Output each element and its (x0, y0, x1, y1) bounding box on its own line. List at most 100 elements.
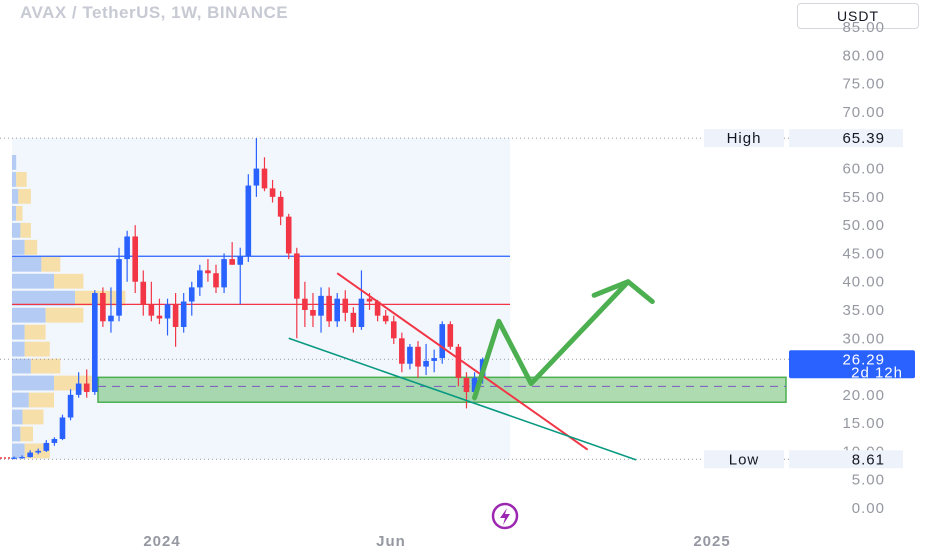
candle-up (124, 230, 130, 282)
high-tag-label-bg (704, 129, 784, 148)
volume-bar-down (18, 188, 31, 204)
candle-up (245, 174, 252, 262)
volume-bar-down (20, 426, 33, 442)
candle-down (342, 290, 349, 322)
y-tick-label: 30.00 (842, 330, 885, 347)
candle-up (180, 293, 187, 333)
candle-body (92, 293, 98, 393)
volume-bar-up (12, 155, 17, 170)
candle-body (67, 394, 74, 418)
candle-down (415, 341, 421, 378)
candle-up (75, 372, 82, 398)
candle-body (140, 281, 147, 305)
candle-body (382, 315, 389, 322)
candle-down (390, 315, 397, 344)
candle-up (334, 293, 340, 327)
x-tick-label: Jun (376, 533, 406, 550)
candle-body (334, 298, 340, 322)
candle-up (164, 298, 171, 336)
candle-body (294, 253, 300, 299)
flash-icon[interactable] (491, 502, 519, 530)
candle-up (27, 450, 33, 458)
candle-down (326, 287, 332, 327)
candle-up (237, 247, 244, 305)
projection-arrow (472, 279, 631, 401)
y-tick-label: 70.00 (842, 104, 885, 121)
candle-body (285, 216, 292, 254)
candle-down (100, 287, 106, 327)
currency-button[interactable]: USDT (797, 3, 919, 29)
candle-down (261, 157, 268, 192)
volume-bar-down (16, 171, 27, 187)
candle-body (326, 295, 332, 322)
candle-body (447, 324, 454, 347)
volume-bar-down (24, 239, 38, 255)
low-tag-value: 8.61 (852, 451, 885, 468)
candle-body (415, 346, 421, 367)
candle-up (116, 247, 122, 322)
candle-down (382, 310, 389, 325)
volume-bar-down (22, 409, 44, 425)
volume-bar-up (12, 375, 54, 391)
volume-bar-down (30, 358, 61, 374)
volume-bar-up (12, 188, 19, 204)
volume-bar-down (16, 205, 23, 221)
support-trendline (288, 337, 637, 461)
candle-body (197, 270, 203, 288)
candle-down (132, 225, 138, 294)
volume-bar-down (20, 222, 31, 238)
candle-up (43, 440, 50, 452)
x-axis: 2024 Jun 2025 (143, 533, 730, 550)
candle-down (205, 259, 211, 282)
y-tick-label: 75.00 (842, 76, 885, 93)
candle-up (431, 349, 437, 373)
candle-body (27, 452, 33, 458)
high-tag-label: High (727, 130, 762, 147)
y-tick-label: 60.00 (842, 161, 885, 178)
x-tick-label: 2025 (693, 533, 730, 550)
candle-down (447, 321, 454, 350)
candle-body (439, 324, 446, 359)
volume-bar-up (12, 256, 42, 272)
candle-body (75, 383, 82, 395)
y-tick-label: 5.00 (852, 472, 885, 489)
candle-down (269, 179, 276, 203)
candle-down (310, 293, 316, 327)
candle-body (124, 236, 130, 260)
candle-body (148, 304, 155, 316)
y-tick-label: 15.00 (842, 415, 885, 432)
candle-body (269, 188, 276, 197)
low-tag: Low 8.61 (704, 450, 903, 469)
candle-body (221, 259, 227, 288)
candle-body (358, 298, 365, 327)
candle-up (439, 321, 446, 364)
candle-body (116, 259, 122, 316)
volume-bar-down (45, 307, 84, 323)
candle-down (83, 369, 90, 398)
volume-bar-down (54, 273, 84, 289)
volume-bar-up (12, 341, 25, 357)
candle-up (51, 437, 58, 446)
projection-arrowhead (591, 279, 655, 305)
candle-body (407, 346, 413, 364)
volume-bar-up (12, 222, 21, 238)
candle-up (19, 455, 25, 459)
volume-bar-up (12, 392, 29, 408)
y-tick-label: 35.00 (842, 302, 885, 319)
candle-body (83, 383, 90, 393)
candle-body (229, 259, 235, 265)
candle-up (108, 287, 114, 333)
candle-body (342, 298, 349, 313)
candle-body (164, 304, 171, 319)
x-tick-label: 2024 (143, 533, 180, 550)
candle-down (172, 293, 179, 347)
candle-body (399, 338, 405, 364)
candle-body (318, 295, 324, 316)
candle-up (59, 414, 66, 441)
candle-body (366, 298, 373, 302)
volume-bar-up (12, 205, 17, 221)
candle-body (253, 168, 260, 186)
candle-down (374, 299, 381, 322)
